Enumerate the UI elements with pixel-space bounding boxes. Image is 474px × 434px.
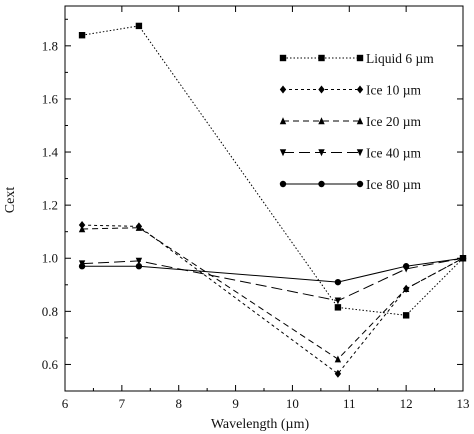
data-point [334,355,342,363]
data-point [459,255,467,262]
x-tick-label: 10 [286,396,299,411]
legend-marker [356,180,364,188]
y-tick-label: 1.2 [42,198,58,213]
legend-marker [318,117,325,125]
legend-label: Liquid 6 µm [366,51,434,66]
x-axis-title: Wavelength (µm) [211,417,310,432]
series-1 [78,221,467,378]
data-point [402,263,410,270]
legend-marker [356,85,364,94]
y-axis-title: Cext [3,187,18,214]
data-point [135,263,143,270]
legend-item-1: Ice 10 µm [279,83,422,98]
series-line-2 [82,227,464,360]
x-tick-label: 7 [119,396,126,411]
x-tick-label: 8 [175,396,182,411]
y-tick-label: 1.0 [42,251,58,266]
series-3 [78,255,467,305]
data-point [334,369,342,378]
legend-marker [279,54,287,62]
data-point [135,22,143,30]
legend-item-3: Ice 40 µm [279,146,422,161]
legend-item-4: Ice 80 µm [279,177,422,192]
x-tick-label: 11 [343,396,356,411]
series-line-1 [82,224,464,375]
series-line-0 [82,25,464,316]
x-tick-label: 9 [232,396,239,411]
y-tick-label: 0.6 [42,357,59,372]
legend-marker [356,149,364,157]
legend-marker [318,85,325,94]
data-point [78,32,86,39]
legend-label: Ice 40 µm [366,146,422,161]
legend-marker [318,54,325,62]
data-point [78,263,86,270]
data-point [402,285,410,292]
data-point [334,278,342,286]
legend-marker [318,149,325,157]
legend: Liquid 6 µm Ice 10 µm Ice 20 µm Ice 40 µm Ic… [279,51,434,192]
legend-label: Ice 20 µm [366,114,422,129]
legend-item-0: Liquid 6 µm [279,51,434,66]
y-tick-label: 1.6 [42,91,59,106]
x-tick-label: 13 [457,396,470,411]
x-tick-label: 12 [400,396,413,411]
legend-marker [356,117,364,125]
series-2 [78,224,467,363]
data-point [78,225,86,233]
legend-label: Ice 10 µm [366,83,422,98]
x-tick-label: 6 [62,396,69,411]
y-tick-label: 1.8 [42,38,58,53]
series-0 [78,22,467,319]
data-point [78,221,86,230]
data-point [135,224,143,231]
legend-marker [279,85,287,94]
data-point [334,297,342,305]
y-tick-label: 0.8 [42,304,58,319]
y-tick-label: 1.4 [42,145,59,160]
legend-marker [279,180,287,188]
legend-label: Ice 80 µm [366,177,422,192]
data-point [334,304,342,311]
legend-item-2: Ice 20 µm [279,114,422,129]
legend-marker [356,54,364,62]
data-point [402,312,410,319]
legend-marker [318,180,325,188]
series-4 [78,255,467,286]
legend-marker [279,117,287,125]
legend-marker [279,149,287,157]
data-point [135,257,143,265]
